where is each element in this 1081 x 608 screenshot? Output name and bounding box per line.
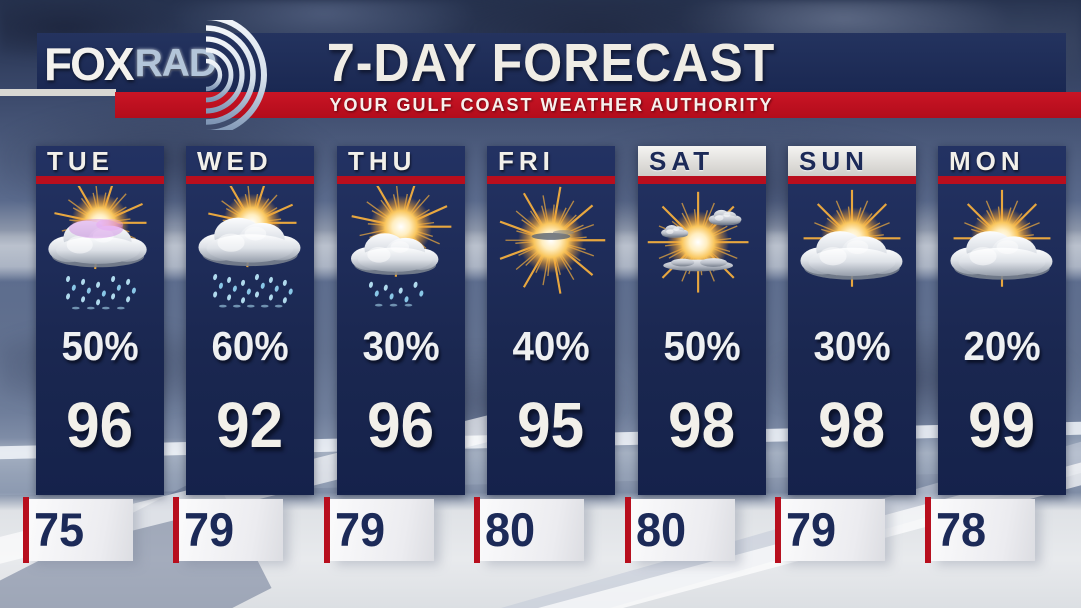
day-header: SAT (638, 146, 766, 176)
day-accent-bar (487, 176, 615, 184)
low-temp: 75 (33, 503, 85, 556)
low-accent-bar (474, 497, 480, 563)
partly-cloudy-icon (638, 186, 766, 310)
high-temp: 95 (517, 389, 585, 461)
forecast-day-column-mon: MON 20% 99 (938, 146, 1066, 495)
low-temp-plate: 80 (480, 499, 584, 561)
low-temp-box: 79 (173, 497, 293, 563)
precip-chance: 20% (963, 323, 1041, 369)
forecast-day-column-tue: TUE 50% 96 (36, 146, 164, 495)
high-temp: 99 (968, 389, 1036, 461)
low-temp: 80 (484, 503, 536, 556)
low-accent-bar (324, 497, 330, 563)
day-label: FRI (498, 145, 555, 176)
rad-logo-text: RAD (134, 42, 217, 85)
day-accent-bar (938, 176, 1066, 184)
forecast-day-column-thu: THU 30% 96 (337, 146, 465, 495)
high-temp: 98 (818, 389, 886, 461)
day-header: FRI (487, 146, 615, 176)
day-header: THU (337, 146, 465, 176)
precip-chance: 50% (663, 323, 741, 369)
precip-chance: 40% (512, 323, 590, 369)
day-label: TUE (47, 145, 114, 176)
fox-logo-text: FOX (44, 38, 135, 90)
low-temp-box: 75 (23, 497, 143, 563)
day-label: SUN (799, 145, 869, 176)
tagline: YOUR GULF COAST WEATHER AUTHORITY (37, 92, 1066, 118)
low-temp-plate: 79 (179, 499, 283, 561)
low-accent-bar (775, 497, 781, 563)
low-accent-bar (173, 497, 179, 563)
radar-arcs-icon (205, 20, 267, 130)
day-label: WED (197, 145, 273, 176)
low-temp-box: 79 (775, 497, 895, 563)
low-temp: 79 (334, 503, 386, 556)
page-title: 7-DAY FORECAST (37, 32, 1066, 93)
day-label: THU (348, 145, 417, 176)
tagline-banner (115, 92, 1081, 118)
forecast-day-column-wed: WED 60% 92 (186, 146, 314, 495)
tagline-text: YOUR GULF COAST WEATHER AUTHORITY (329, 94, 774, 115)
sun-clouds-icon (788, 186, 916, 310)
day-header: SUN (788, 146, 916, 176)
low-temp: 79 (785, 503, 837, 556)
low-accent-bar (625, 497, 631, 563)
precip-chance: 30% (813, 323, 891, 369)
low-temp-box: 79 (324, 497, 444, 563)
low-temp: 78 (935, 503, 987, 556)
low-temp-plate: 79 (781, 499, 885, 561)
thunderstorms-icon (36, 186, 164, 310)
high-temp: 96 (66, 389, 134, 461)
low-temp-plate: 80 (631, 499, 735, 561)
low-accent-bar (23, 497, 29, 563)
forecast-day-column-sun: SUN 30% 98 (788, 146, 916, 495)
low-temp: 80 (635, 503, 687, 556)
day-header: WED (186, 146, 314, 176)
low-temp-box: 80 (474, 497, 594, 563)
day-label: SAT (649, 145, 715, 176)
mostly-sunny-icon (487, 186, 615, 310)
day-accent-bar (337, 176, 465, 184)
low-temp-plate: 75 (29, 499, 133, 561)
forecast-day-column-fri: FRI 40% 95 (487, 146, 615, 495)
page-title-text: 7-DAY FORECAST (327, 32, 776, 93)
day-header: MON (938, 146, 1066, 176)
low-temp: 79 (183, 503, 235, 556)
day-label: MON (949, 145, 1025, 176)
high-temp: 96 (367, 389, 435, 461)
scattered-showers-icon (337, 186, 465, 310)
header-left-rule (0, 89, 116, 96)
day-accent-bar (788, 176, 916, 184)
day-accent-bar (186, 176, 314, 184)
foxrad-logo: FOX RAD (44, 36, 217, 92)
low-temp-box: 78 (925, 497, 1045, 563)
rain-showers-icon (186, 186, 314, 310)
low-accent-bar (925, 497, 931, 563)
day-accent-bar (638, 176, 766, 184)
low-temp-plate: 79 (330, 499, 434, 561)
precip-chance: 60% (211, 323, 289, 369)
day-header: TUE (36, 146, 164, 176)
precip-chance: 50% (61, 323, 139, 369)
high-temp: 98 (668, 389, 736, 461)
high-temp: 92 (216, 389, 284, 461)
precip-chance: 30% (362, 323, 440, 369)
low-temp-box: 80 (625, 497, 745, 563)
low-temp-plate: 78 (931, 499, 1035, 561)
sun-clouds-icon (938, 186, 1066, 310)
forecast-day-column-sat: SAT 50% 98 (638, 146, 766, 495)
day-accent-bar (36, 176, 164, 184)
